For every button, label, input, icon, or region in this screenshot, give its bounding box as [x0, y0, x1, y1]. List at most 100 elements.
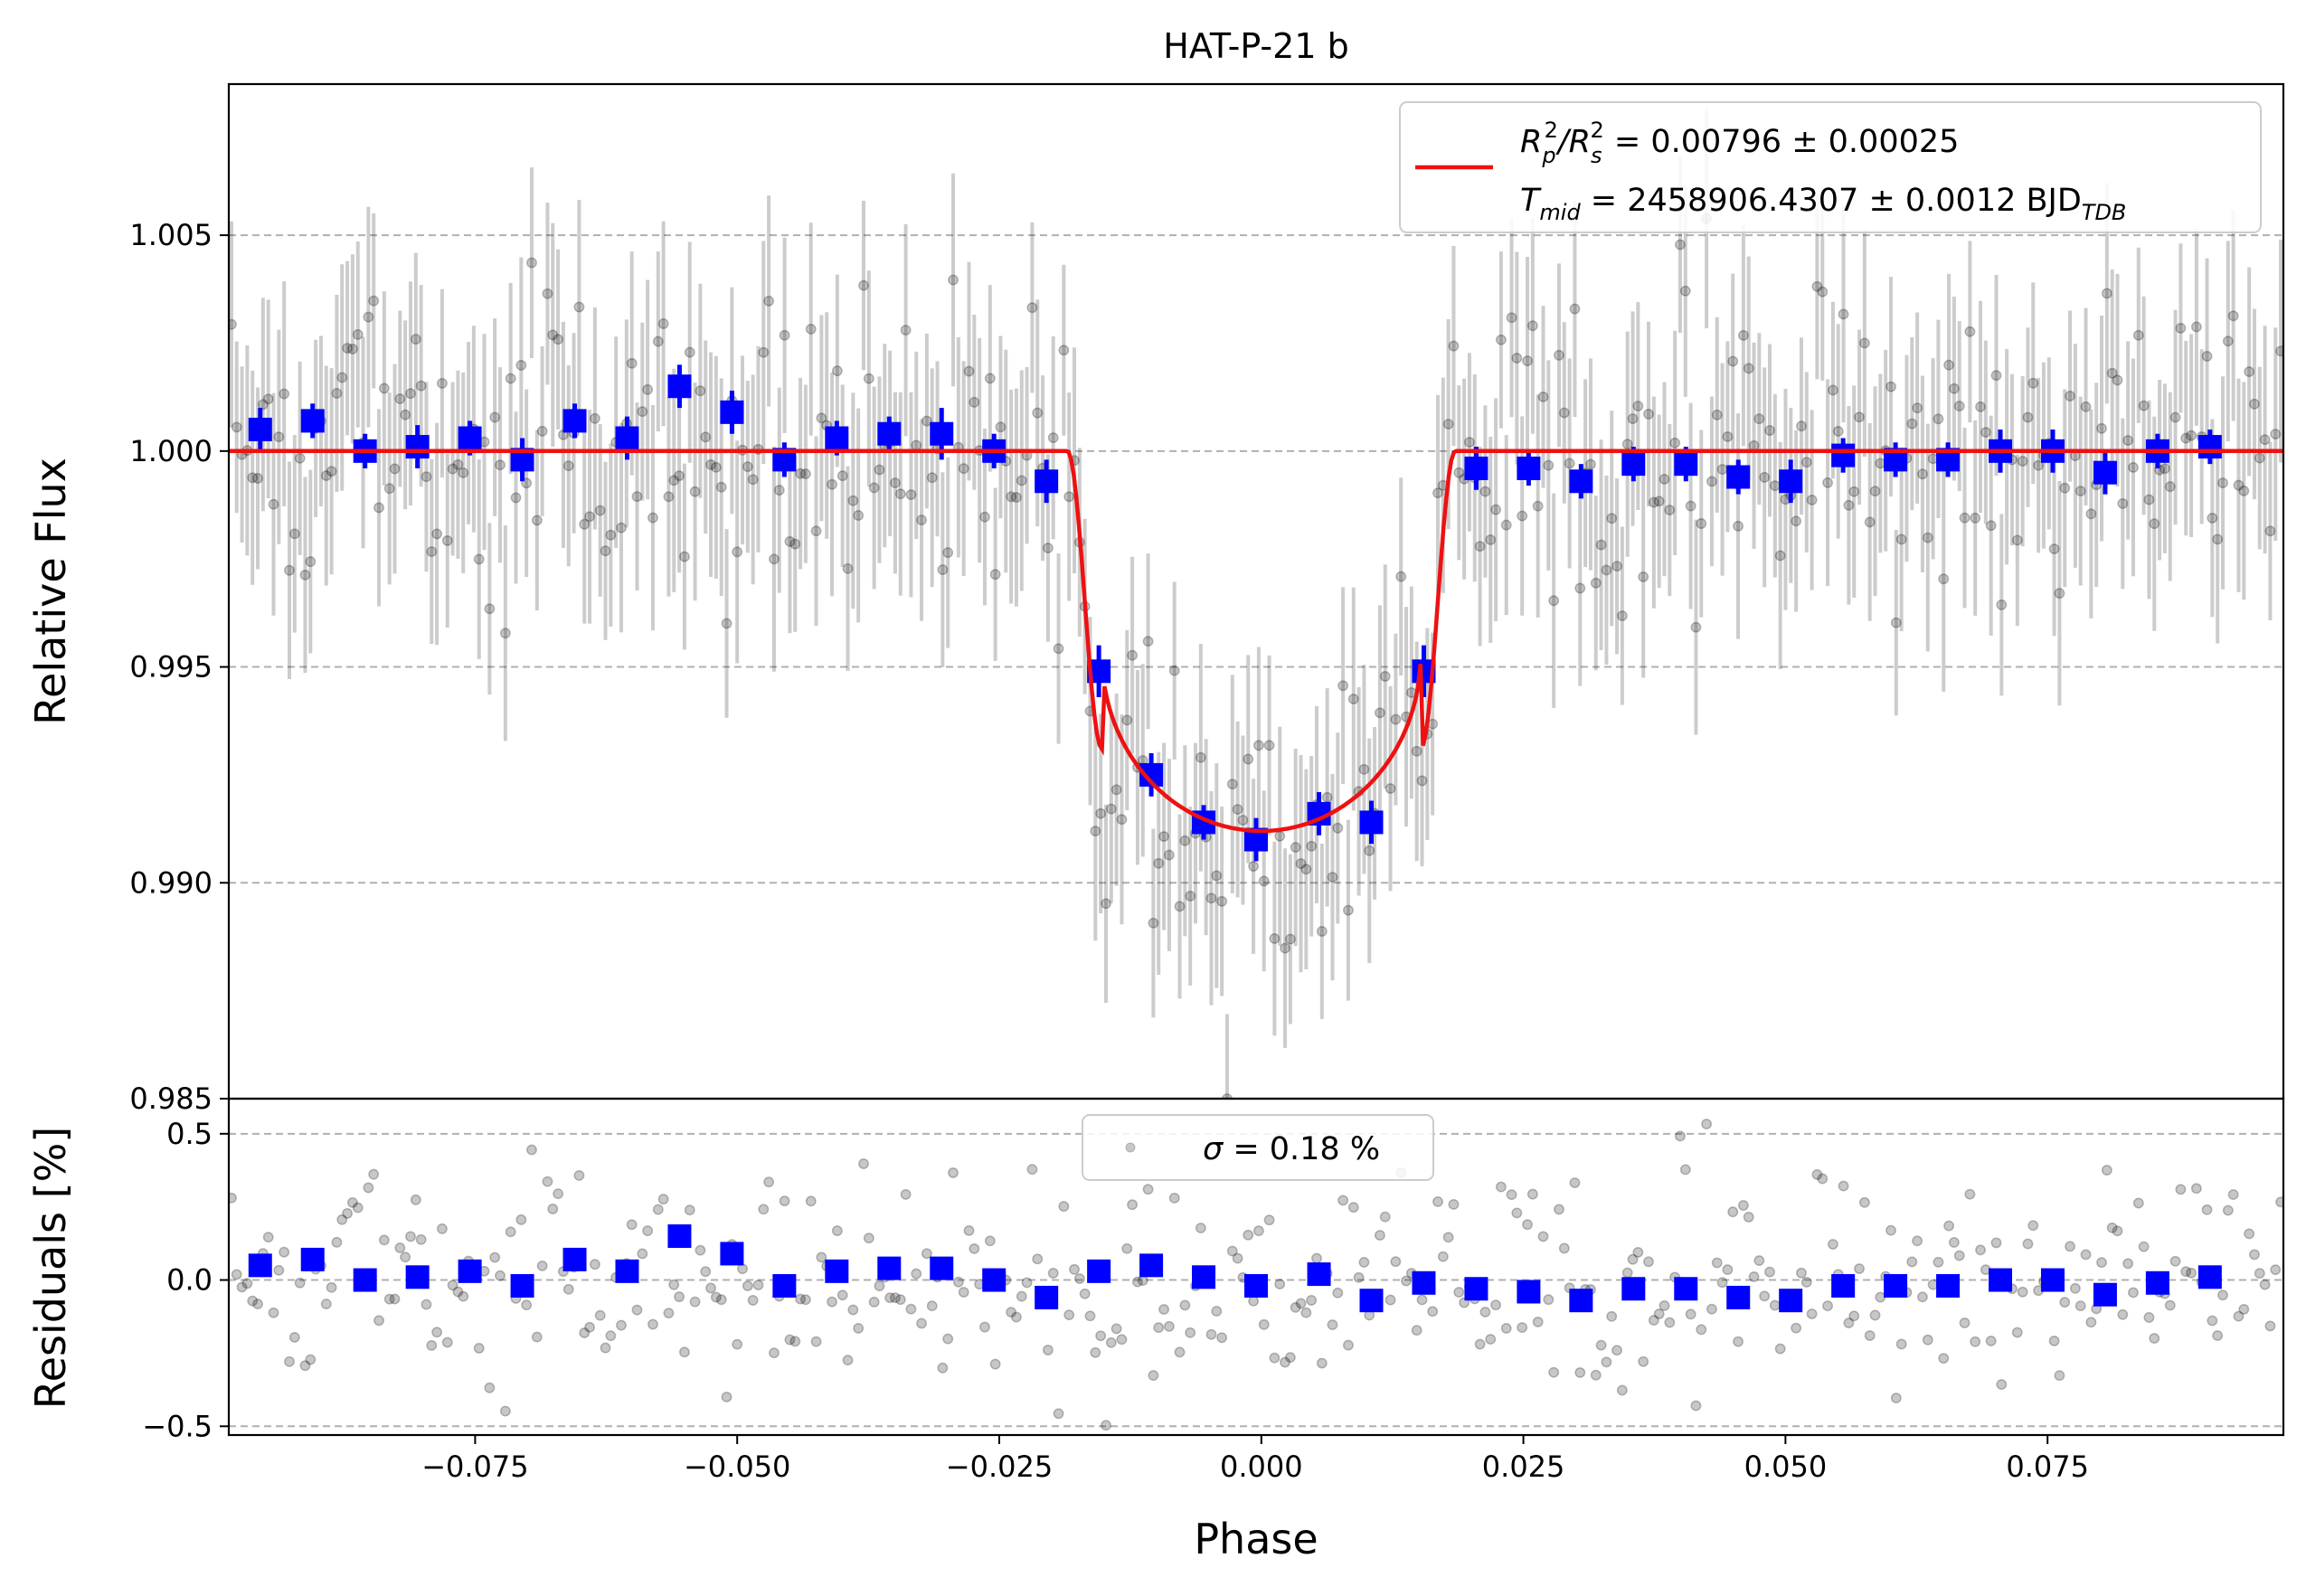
residual-raw-point [647, 1318, 658, 1330]
residual-raw-point [763, 1176, 775, 1188]
residual-raw-point [1796, 1267, 1807, 1279]
legend-r-sup-2: 2 [1590, 118, 1603, 143]
residual-raw-point [1733, 1336, 1744, 1347]
flux-raw-point [547, 329, 559, 341]
residual-raw-point [631, 1304, 643, 1316]
flux-raw-point [1885, 381, 1896, 392]
flux-raw-point [1621, 439, 1633, 450]
phase-x-tick-label: −0.075 [421, 1450, 528, 1484]
residual-raw-point [1284, 1352, 1296, 1364]
residual-binned-point [1517, 1280, 1541, 1304]
residual-raw-point [900, 1188, 912, 1200]
flux-raw-point [2027, 377, 2039, 389]
flux-raw-point [2275, 345, 2283, 357]
flux-raw-point [1295, 858, 1307, 870]
residual-raw-point [810, 1336, 822, 1347]
flux-raw-point [1606, 513, 1618, 524]
residual-raw-point [1437, 1251, 1449, 1262]
flux-raw-point [415, 380, 427, 392]
residual-raw-point [2112, 1225, 2123, 1237]
flux-raw-point [758, 346, 770, 358]
residual-binned-point [1464, 1277, 1489, 1301]
flux-raw-point [816, 412, 827, 424]
flux-raw-point [1453, 467, 1465, 478]
legend-r-sub-s: s [1591, 143, 1602, 168]
residual-binned-point [2145, 1270, 2169, 1295]
flux-raw-point [984, 373, 996, 384]
residual-raw-point [1685, 1308, 1696, 1320]
residual-binned-point [1779, 1289, 1803, 1313]
flux-raw-point [2065, 391, 2076, 401]
phase-x-tick-label: 0.075 [2006, 1450, 2089, 1484]
flux-raw-point [2022, 411, 2034, 423]
flux-raw-point [1216, 895, 1228, 907]
flux-raw-point [1727, 355, 1739, 367]
residual-raw-point [1627, 1253, 1639, 1265]
residual-raw-point [2186, 1267, 2197, 1279]
residual-raw-point [752, 1280, 764, 1291]
residual-raw-point [594, 1309, 606, 1321]
flux-raw-point [553, 334, 564, 345]
flux-raw-point [1327, 872, 1338, 883]
flux-raw-point [2017, 456, 2028, 467]
residual-raw-point [1179, 1299, 1191, 1311]
residual-raw-point [415, 1233, 427, 1245]
residual-raw-point [400, 1251, 411, 1263]
phase-x-tick-label: 0.000 [1220, 1450, 1303, 1484]
flux-raw-point [1252, 740, 1264, 751]
residual-raw-point [1537, 1231, 1549, 1242]
residual-binned-point [1139, 1253, 1164, 1278]
residual-raw-point [858, 1158, 869, 1169]
residual-binned-point [510, 1274, 534, 1299]
residual-raw-point [1248, 1295, 1260, 1307]
residual-raw-point [320, 1299, 332, 1310]
residual-binned-point [1359, 1289, 1384, 1313]
flux-raw-point [1895, 534, 1907, 545]
residual-raw-point [1079, 1288, 1091, 1299]
flux-raw-point [1105, 803, 1117, 815]
residual-raw-point [1258, 1318, 1270, 1330]
flux-raw-point [700, 431, 712, 443]
flux-raw-point [1506, 312, 1517, 324]
flux-raw-point [715, 481, 727, 493]
flux-raw-point [1263, 740, 1275, 751]
flux-raw-point [389, 463, 401, 475]
flux-raw-point [1116, 814, 1128, 826]
residual-raw-point [2264, 1320, 2276, 1332]
flux-raw-point [705, 458, 716, 470]
residual-raw-point [958, 1287, 969, 1299]
residual-raw-point [1300, 1307, 1312, 1318]
flux-raw-point [1142, 636, 1154, 647]
flux-raw-point [2101, 288, 2112, 299]
residual-raw-point [383, 1293, 395, 1305]
residual-raw-point [831, 1225, 843, 1237]
flux-raw-point [668, 475, 680, 486]
flux-raw-point [1838, 308, 1849, 320]
flux-y-tick-label: 1.000 [129, 434, 213, 468]
flux-raw-point [2264, 525, 2276, 537]
residual-raw-point [273, 1264, 285, 1276]
flux-raw-point [1922, 532, 1933, 543]
residual-raw-point [1185, 1327, 1196, 1338]
flux-raw-point [2080, 401, 2092, 412]
residual-raw-point [1032, 1253, 1044, 1265]
residual-binned-point [1726, 1285, 1751, 1309]
residual-raw-point [2117, 1308, 2129, 1320]
residual-raw-point [2207, 1315, 2218, 1327]
flux-raw-point [1316, 926, 1328, 937]
residual-raw-point [2101, 1165, 2112, 1176]
flux-raw-point [868, 482, 880, 494]
residual-raw-point [495, 1270, 506, 1281]
flux-raw-point [1843, 499, 1855, 511]
flux-raw-point [831, 365, 843, 377]
flux-raw-point [1416, 775, 1428, 787]
residual-raw-point [1427, 1306, 1439, 1317]
residual-raw-point [1869, 1309, 1881, 1321]
flux-raw-point [863, 373, 874, 384]
flux-raw-point [2217, 477, 2228, 489]
flux-raw-point [473, 553, 485, 565]
flux-raw-point [1543, 459, 1555, 471]
flux-raw-point [1063, 491, 1075, 503]
residual-raw-point [1263, 1214, 1275, 1226]
residual-binned-point [1884, 1274, 1908, 1299]
